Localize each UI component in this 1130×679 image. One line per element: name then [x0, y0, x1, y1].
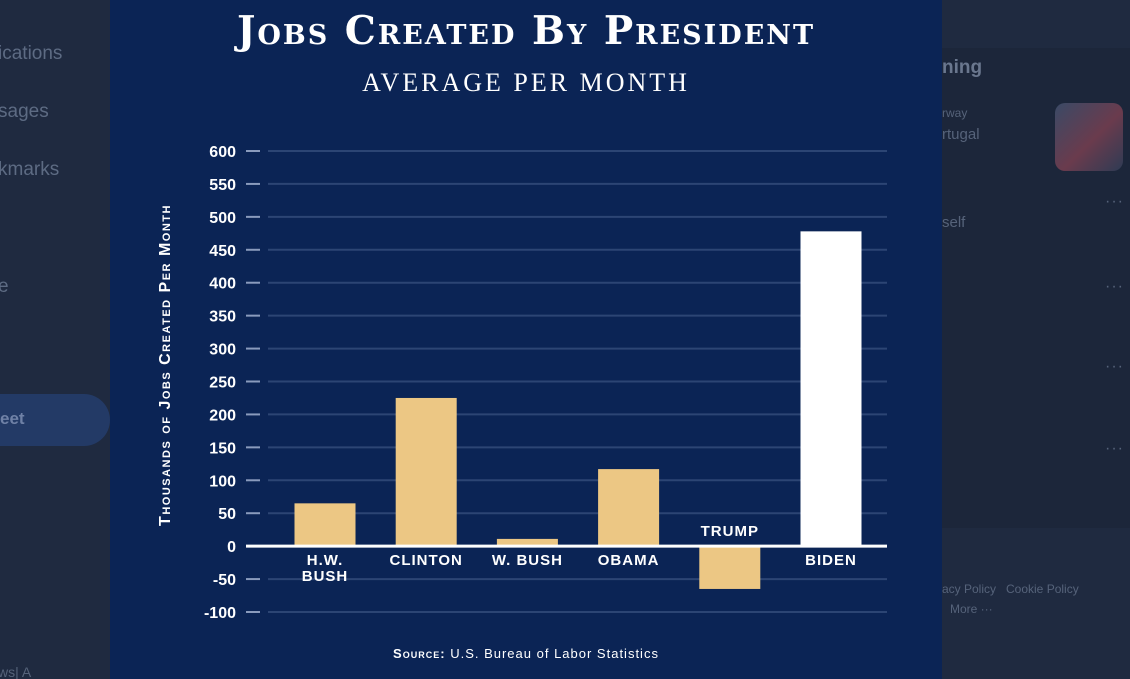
- bar-h-w-bush: [294, 503, 356, 547]
- bar-obama: [598, 469, 660, 547]
- y-tick-label: 0: [227, 539, 236, 556]
- y-tick-label: -50: [213, 572, 236, 589]
- trend-meta: rway: [942, 106, 968, 120]
- bar-w-bush: [496, 538, 558, 547]
- y-tick-label: 350: [209, 309, 236, 326]
- trend-title[interactable]: rtugal: [942, 126, 980, 143]
- y-tick-label: 450: [209, 243, 236, 260]
- x-tick-label: BIDEN: [805, 552, 857, 569]
- background-left-sidebar: ications sages kmarks e eet ws| A: [0, 0, 110, 679]
- x-tick-label: BUSH: [302, 568, 349, 585]
- background-right-panel: ning rway rtugal ··· self ··· ··· ··· ac…: [942, 0, 1130, 679]
- source-label: Source:: [393, 646, 446, 661]
- x-tick-label: OBAMA: [598, 552, 660, 569]
- sidebar-item-more[interactable]: e: [0, 276, 9, 297]
- footer-more[interactable]: More ···: [950, 602, 993, 616]
- trending-header: ning: [942, 57, 983, 78]
- y-tick-label: 550: [209, 177, 236, 194]
- more-options-icon[interactable]: ···: [1105, 440, 1124, 457]
- y-axis-label: Thousands of Jobs Created Per Month: [157, 204, 174, 526]
- tweet-button[interactable]: eet: [0, 394, 110, 446]
- trend-sub[interactable]: self: [942, 214, 966, 231]
- x-tick-label: CLINTON: [390, 552, 463, 569]
- y-tick-label: 250: [209, 375, 236, 392]
- bar-biden: [800, 231, 862, 547]
- account-name[interactable]: ws| A: [0, 664, 32, 679]
- x-tick-label: H.W.: [307, 552, 344, 569]
- x-tick-label: TRUMP: [701, 523, 759, 540]
- footer-link-cookie[interactable]: Cookie Policy: [1006, 582, 1079, 596]
- chart-source: Source: U.S. Bureau of Labor Statistics: [110, 646, 942, 661]
- more-options-icon[interactable]: ···: [1105, 278, 1124, 295]
- sidebar-item-notifications[interactable]: ications: [0, 43, 63, 64]
- y-tick-label: 200: [209, 407, 236, 424]
- footer-link-privacy[interactable]: acy Policy: [942, 582, 997, 596]
- chart-title: Jobs Created By President: [236, 8, 816, 54]
- bar-chart: Thousands of Jobs Created Per Month 600 5…: [157, 144, 887, 622]
- more-options-icon[interactable]: ···: [1105, 358, 1124, 375]
- x-tick-label: W. BUSH: [492, 552, 563, 569]
- chart-subtitle: AVERAGE PER MONTH: [362, 68, 690, 97]
- bar-clinton: [395, 397, 457, 547]
- y-tick-label: 600: [209, 144, 236, 161]
- y-tick-label: 150: [209, 440, 236, 457]
- y-tick-label: 100: [209, 473, 236, 490]
- chart-image[interactable]: Jobs Created By President AVERAGE PER MO…: [110, 0, 942, 679]
- y-tick-label: 50: [218, 506, 236, 523]
- trend-thumbnail[interactable]: [1055, 103, 1123, 171]
- source-text: U.S. Bureau of Labor Statistics: [450, 646, 659, 661]
- bar-trump: [699, 546, 761, 589]
- more-options-icon[interactable]: ···: [1105, 193, 1124, 210]
- sidebar-item-messages[interactable]: sages: [0, 101, 49, 122]
- sidebar-item-bookmarks[interactable]: kmarks: [0, 159, 60, 180]
- y-tick-label: 400: [209, 276, 236, 293]
- y-tick-label: -100: [204, 605, 236, 622]
- y-tick-label: 500: [209, 210, 236, 227]
- y-tick-label: 300: [209, 342, 236, 359]
